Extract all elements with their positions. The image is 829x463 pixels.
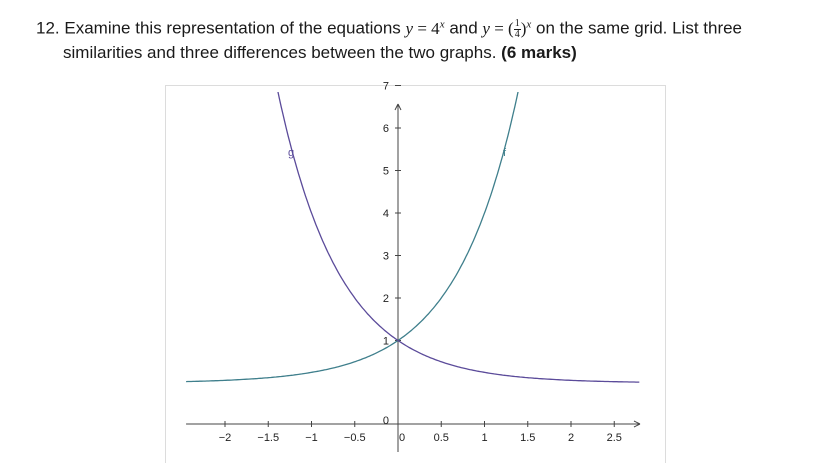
y-tick-label: 3 xyxy=(383,251,389,263)
question-and: and xyxy=(449,18,478,38)
x-tick-label: −1 xyxy=(305,432,318,444)
x-tick-label: −2 xyxy=(219,432,232,444)
y-tick-label: 0 xyxy=(383,415,389,427)
marks-label: (6 marks) xyxy=(501,42,577,62)
series-label-f: f xyxy=(503,147,507,159)
question-line-1: 12. Examine this representation of the e… xyxy=(36,12,816,41)
series-label-g: g xyxy=(288,147,294,159)
x-tick-label: −1.5 xyxy=(257,432,279,444)
x-tick-label: 1.5 xyxy=(520,432,535,444)
question-intro: Examine this representation of the equat… xyxy=(64,18,401,38)
question-line-2: similarities and three differences betwe… xyxy=(63,42,577,62)
y-tick-label: 6 xyxy=(383,123,389,135)
question-continuation: on the same grid. List three xyxy=(536,18,743,38)
y-tick-label: 5 xyxy=(383,166,389,178)
x-tick-label: 2 xyxy=(568,432,574,444)
x-tick-label: 0 xyxy=(399,432,405,444)
curve-g xyxy=(277,92,640,383)
curve-f xyxy=(186,92,519,383)
x-tick-label: 0.5 xyxy=(434,432,449,444)
x-tick-label: 1 xyxy=(481,432,487,444)
x-tick-label: −0.5 xyxy=(344,432,366,444)
y-axis-arrow xyxy=(394,103,402,111)
graph-frame xyxy=(165,85,666,463)
y-tick-label: 2 xyxy=(383,293,389,305)
equation-1: y = 4x xyxy=(405,18,445,38)
x-tick-label: 2.5 xyxy=(607,432,622,444)
x-axis-arrow xyxy=(633,420,641,428)
y-tick-label: 7 xyxy=(383,81,389,93)
equation-2: y = (1 4)x xyxy=(482,18,532,41)
question-number: 12. xyxy=(36,18,60,38)
y-tick-label: 4 xyxy=(383,208,389,220)
question-text: 12. Examine this representation of the e… xyxy=(36,12,816,65)
y-tick-label: 1 xyxy=(383,336,389,348)
